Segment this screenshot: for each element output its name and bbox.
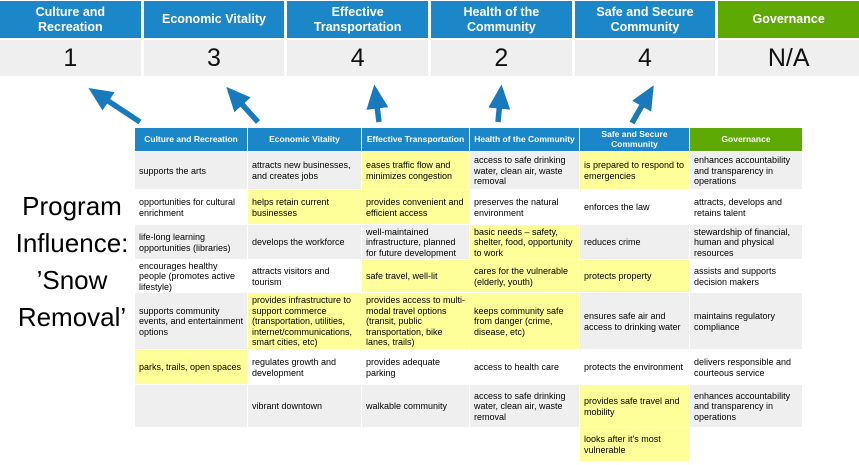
matrix-cell: preserves the natural environment (470, 190, 579, 224)
arrow-icon (366, 84, 389, 123)
matrix-column-header: Effective Transportation (362, 128, 469, 151)
matrix-cell: ensures safe air and access to drinking … (580, 293, 689, 349)
arrow-icon (629, 85, 654, 125)
matrix-cell: looks after it's most vulnerable (580, 428, 689, 461)
banner-header: Health of the Community (431, 1, 572, 38)
banner-score-value: 4 (287, 40, 428, 76)
matrix-cell: stewardship of financial, human and phys… (690, 225, 802, 259)
matrix-cell (690, 428, 802, 461)
score-banner: Culture and Recreation 1 Economic Vitality… (0, 1, 859, 76)
matrix-cell: keeps community safe from danger (crime,… (470, 293, 579, 349)
matrix-column-header: Economic Vitality (248, 128, 361, 151)
matrix-cell: walkable community (362, 385, 469, 427)
arrows-overlay (88, 84, 654, 125)
matrix-column-header: Safe and Secure Community (580, 128, 689, 151)
matrix-cell: delivers responsible and courteous servi… (690, 350, 802, 384)
matrix-cell: access to health care (470, 350, 579, 384)
matrix-cell: provides convenient and efficient access (362, 190, 469, 224)
matrix-cell: provides access to multi-modal travel op… (362, 293, 469, 349)
matrix-cell: access to safe drinking water, clean air… (470, 385, 579, 427)
matrix-cell: supports community events, and entertain… (135, 293, 247, 349)
matrix-cell (135, 385, 247, 427)
matrix-cell: well-maintained infrastructure, planned … (362, 225, 469, 259)
arrow-icon (488, 84, 511, 123)
matrix-cell: life-long learning opportunities (librar… (135, 225, 247, 259)
matrix-column-header: Health of the Community (470, 128, 579, 151)
matrix-cell: enhances accountability and transparency… (690, 385, 802, 427)
banner-header: Safe and Secure Community (574, 1, 716, 38)
matrix-cell: eases traffic flow and minimizes congest… (362, 152, 469, 189)
matrix-cell: develops the workforce (248, 225, 361, 259)
matrix-cell: safe travel, well-lit (362, 260, 469, 292)
matrix-cell: attracts visitors and tourism (248, 260, 361, 292)
matrix-column-header: Culture and Recreation (135, 128, 247, 151)
matrix-cell (362, 428, 469, 461)
matrix-cell: provides adequate parking (362, 350, 469, 384)
matrix-cell: assists and supports decision makers (690, 260, 802, 292)
matrix-cell: provides safe travel and mobility (580, 385, 689, 427)
matrix-cell: protects the environment (580, 350, 689, 384)
matrix-cell: attracts new businesses, and creates job… (248, 152, 361, 189)
matrix-cell: reduces crime (580, 225, 689, 259)
banner-header: Effective Transportation (287, 1, 428, 38)
banner-header: Economic Vitality (143, 1, 285, 38)
matrix-cell: vibrant downtown (248, 385, 361, 427)
matrix-cell (135, 428, 247, 461)
matrix-cell: enhances accountability and transparency… (690, 152, 802, 189)
influence-matrix: Culture and Recreation Economic Vitality E… (135, 128, 803, 461)
banner-score-value: 4 (574, 40, 716, 76)
matrix-column-header: Governance (690, 128, 802, 151)
matrix-cell: protects property (580, 260, 689, 292)
matrix-cell: encourages healthy people (promotes acti… (135, 260, 247, 292)
matrix-cell: basic needs – safety, shelter, food, opp… (470, 225, 579, 259)
matrix-cell (248, 428, 361, 461)
matrix-cell: helps retain current businesses (248, 190, 361, 224)
matrix-cell: is prepared to respond to emergencies (580, 152, 689, 189)
banner-header: Culture and Recreation (0, 1, 141, 38)
banner-score-value: 3 (143, 40, 285, 76)
banner-score-value: 2 (431, 40, 572, 76)
banner-header: Governance (718, 1, 859, 38)
matrix-cell: access to safe drinking water, clean air… (470, 152, 579, 189)
arrow-icon (88, 87, 142, 125)
matrix-cell: maintains regulatory compliance (690, 293, 802, 349)
matrix-cell: cares for the vulnerable (elderly, youth… (470, 260, 579, 292)
matrix-cell: regulates growth and development (248, 350, 361, 384)
matrix-cell: parks, trails, open spaces (135, 350, 247, 384)
matrix-cell: attracts, develops and retains talent (690, 190, 802, 224)
matrix-cell: opportunities for cultural enrichment (135, 190, 247, 224)
matrix-cell: supports the arts (135, 152, 247, 189)
banner-score-value: N/A (718, 40, 859, 76)
matrix-cell: provides infrastructure to support comme… (248, 293, 361, 349)
matrix-cell: enforces the law (580, 190, 689, 224)
banner-score-value: 1 (0, 40, 141, 76)
matrix-cell (470, 428, 579, 461)
program-influence-label: Program Influence: ’Snow Removal’ (15, 191, 129, 332)
arrow-icon (226, 86, 261, 124)
